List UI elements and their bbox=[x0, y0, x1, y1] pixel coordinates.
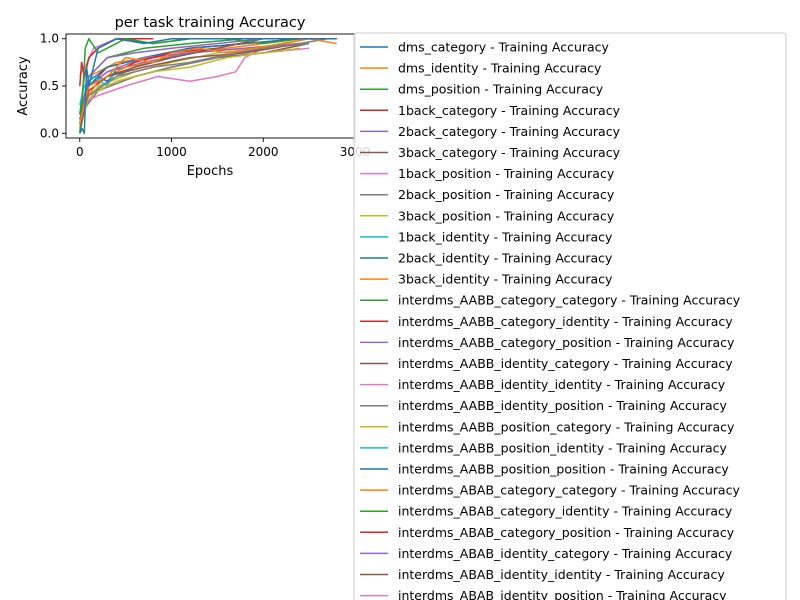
chart-title: per task training Accuracy bbox=[115, 15, 306, 31]
legend-entry: interdms_AABB_position_category - Traini… bbox=[360, 419, 735, 434]
legend-label: interdms_AABB_category_position - Traini… bbox=[398, 335, 735, 350]
legend-label: dms_identity - Training Accuracy bbox=[398, 61, 602, 76]
x-tick-label: 2000 bbox=[248, 145, 279, 159]
legend-label: 3back_position - Training Accuracy bbox=[398, 208, 615, 223]
legend-label: interdms_AABB_category_identity - Traini… bbox=[398, 314, 733, 329]
y-tick-label: 0.0 bbox=[40, 126, 59, 140]
legend-entry: interdms_ABAB_identity_category - Traini… bbox=[360, 546, 733, 561]
legend-entry: 2back_position - Training Accuracy bbox=[360, 187, 615, 202]
legend-label: interdms_AABB_position_category - Traini… bbox=[398, 419, 735, 434]
legend-label: interdms_AABB_category_category - Traini… bbox=[398, 293, 741, 308]
legend-entry: interdms_AABB_position_position - Traini… bbox=[360, 462, 729, 477]
legend-label: dms_category - Training Accuracy bbox=[398, 40, 610, 55]
legend-label: 2back_position - Training Accuracy bbox=[398, 187, 615, 202]
legend-entry: 2back_category - Training Accuracy bbox=[360, 124, 621, 139]
legend-entry: interdms_ABAB_identity_position - Traini… bbox=[360, 588, 727, 600]
legend-entry: interdms_AABB_identity_identity - Traini… bbox=[360, 377, 726, 392]
legend-label: interdms_ABAB_identity_category - Traini… bbox=[398, 546, 733, 561]
legend-label: interdms_ABAB_identity_identity - Traini… bbox=[398, 567, 725, 582]
series-line-3 bbox=[79, 37, 337, 134]
x-tick-label: 1000 bbox=[156, 145, 187, 159]
series-line-1 bbox=[79, 37, 337, 135]
y-tick-label: 0.5 bbox=[40, 79, 59, 93]
legend-entry: dms_category - Training Accuracy bbox=[360, 40, 610, 55]
legend-entry: 3back_category - Training Accuracy bbox=[360, 145, 621, 160]
legend-label: 1back_category - Training Accuracy bbox=[398, 103, 621, 118]
legend-label: 1back_identity - Training Accuracy bbox=[398, 229, 613, 244]
legend-label: interdms_AABB_position_position - Traini… bbox=[398, 462, 729, 477]
axes: per task training Accuracy 0100020003000… bbox=[16, 15, 370, 179]
legend-entry: 3back_identity - Training Accuracy bbox=[360, 272, 613, 287]
series-line-9 bbox=[79, 47, 301, 125]
legend-entry: 3back_position - Training Accuracy bbox=[360, 208, 615, 223]
legend-label: 2back_category - Training Accuracy bbox=[398, 124, 621, 139]
legend-label: interdms_AABB_position_identity - Traini… bbox=[398, 440, 728, 455]
legend-entry: interdms_AABB_category_category - Traini… bbox=[360, 293, 741, 308]
legend-entry: interdms_ABAB_category_identity - Traini… bbox=[360, 504, 733, 519]
legend-entry: interdms_AABB_identity_category - Traini… bbox=[360, 356, 733, 371]
legend-label: 3back_category - Training Accuracy bbox=[398, 145, 621, 160]
legend-label: interdms_ABAB_category_position - Traini… bbox=[398, 525, 735, 540]
legend-frame bbox=[353, 32, 787, 600]
x-axis-label: Epochs bbox=[187, 164, 234, 179]
series-layer bbox=[79, 37, 337, 135]
legend-label: interdms_ABAB_category_identity - Traini… bbox=[398, 504, 733, 519]
legend-label: 2back_identity - Training Accuracy bbox=[398, 251, 613, 266]
legend-label: interdms_ABAB_identity_position - Traini… bbox=[398, 588, 727, 600]
legend-label: interdms_AABB_identity_category - Traini… bbox=[398, 356, 733, 371]
y-tick-label: 1.0 bbox=[40, 32, 59, 46]
legend-entry: interdms_AABB_position_identity - Traini… bbox=[360, 440, 728, 455]
ticks-layer: 01000200030000.00.51.0 bbox=[40, 32, 370, 159]
legend-label: dms_position - Training Accuracy bbox=[398, 82, 604, 97]
legend-label: interdms_AABB_identity_identity - Traini… bbox=[398, 377, 726, 392]
series-line-17 bbox=[79, 47, 264, 106]
legend-entry: 1back_identity - Training Accuracy bbox=[360, 229, 613, 244]
legend-entry: interdms_AABB_identity_position - Traini… bbox=[360, 398, 728, 413]
legend-label: interdms_ABAB_category_category - Traini… bbox=[398, 483, 740, 498]
legend-entry: 1back_position - Training Accuracy bbox=[360, 166, 615, 181]
legend-entry: dms_identity - Training Accuracy bbox=[360, 61, 602, 76]
legend-entry: interdms_ABAB_identity_identity - Traini… bbox=[360, 567, 725, 582]
legend-entry: 2back_identity - Training Accuracy bbox=[360, 251, 613, 266]
legend-entry: interdms_ABAB_category_position - Traini… bbox=[360, 525, 735, 540]
y-axis-label: Accuracy bbox=[16, 56, 31, 116]
legend-entry: 1back_category - Training Accuracy bbox=[360, 103, 621, 118]
series-line-8 bbox=[79, 37, 328, 115]
legend-entry: interdms_AABB_category_position - Traini… bbox=[360, 335, 735, 350]
legend: dms_category - Training Accuracy dms_iden… bbox=[353, 32, 787, 600]
legend-entry: interdms_ABAB_category_category - Traini… bbox=[360, 483, 740, 498]
legend-entries: dms_category - Training Accuracy dms_iden… bbox=[360, 40, 741, 600]
legend-label: 3back_identity - Training Accuracy bbox=[398, 272, 613, 287]
x-tick-label: 0 bbox=[76, 145, 84, 159]
legend-label: interdms_AABB_identity_position - Traini… bbox=[398, 398, 728, 413]
legend-label: 1back_position - Training Accuracy bbox=[398, 166, 615, 181]
legend-entry: interdms_AABB_category_identity - Traini… bbox=[360, 314, 733, 329]
legend-entry: dms_position - Training Accuracy bbox=[360, 82, 604, 97]
